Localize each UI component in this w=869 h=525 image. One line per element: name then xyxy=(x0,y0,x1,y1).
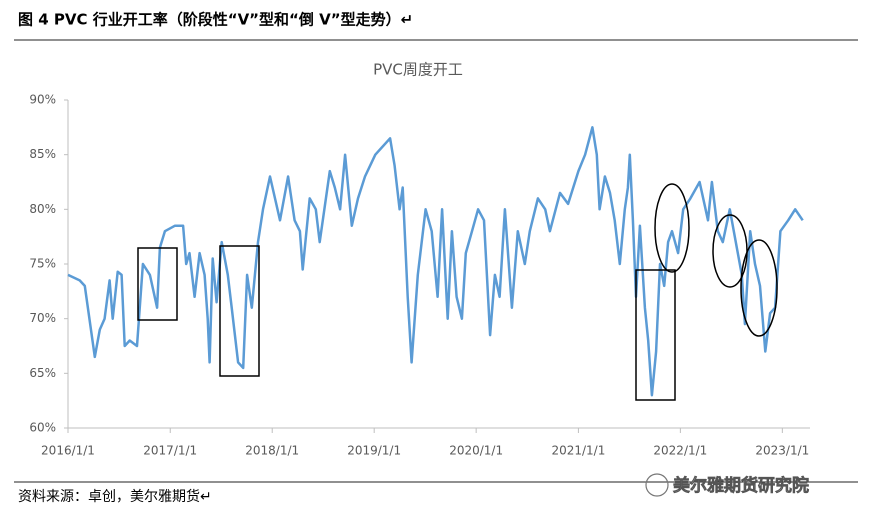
annotations xyxy=(137,183,778,401)
y-tick-label: 80% xyxy=(29,202,56,216)
y-tick-label: 85% xyxy=(29,147,56,161)
x-tick-label: 2018/1/1 xyxy=(245,444,299,458)
chart-title: PVC周度开工 xyxy=(373,61,463,79)
plot: 60% 65% 70% 75% 80% 85% 90% 2016/1/1 2017/1/1 201… xyxy=(29,93,810,458)
watermark: 美尔雅期货研究院 xyxy=(645,473,809,497)
y-tick-label: 70% xyxy=(29,311,56,325)
x-tick-label: 2022/1/1 xyxy=(653,444,707,458)
v-box xyxy=(137,247,178,321)
x-tick-label: 2020/1/1 xyxy=(449,444,503,458)
figure-caption: 图 4 PVC 行业开工率（阶段性“V”型和“倒 V”型走势）↵ xyxy=(18,11,413,29)
watermark-icon xyxy=(645,473,669,497)
watermark-text: 美尔雅期货研究院 xyxy=(673,475,809,496)
line-series xyxy=(67,126,804,397)
v-box xyxy=(635,269,676,401)
y-tick-label: 60% xyxy=(29,421,56,435)
x-tick-label: 2017/1/1 xyxy=(143,444,197,458)
y-tick-label: 65% xyxy=(29,366,56,380)
y-tick-label: 75% xyxy=(29,257,56,271)
y-tick-label: 90% xyxy=(29,93,56,107)
v-box xyxy=(219,245,260,377)
x-tick-label: 2021/1/1 xyxy=(551,444,605,458)
x-tick-label: 2023/1/1 xyxy=(755,444,809,458)
x-tick-label: 2019/1/1 xyxy=(347,444,401,458)
inverted-v-ellipse xyxy=(740,239,778,337)
x-tick-label: 2016/1/1 xyxy=(41,444,95,458)
source-note: 资料来源：卓创，美尔雅期货↵ xyxy=(18,488,212,505)
inverted-v-ellipse xyxy=(654,183,690,273)
